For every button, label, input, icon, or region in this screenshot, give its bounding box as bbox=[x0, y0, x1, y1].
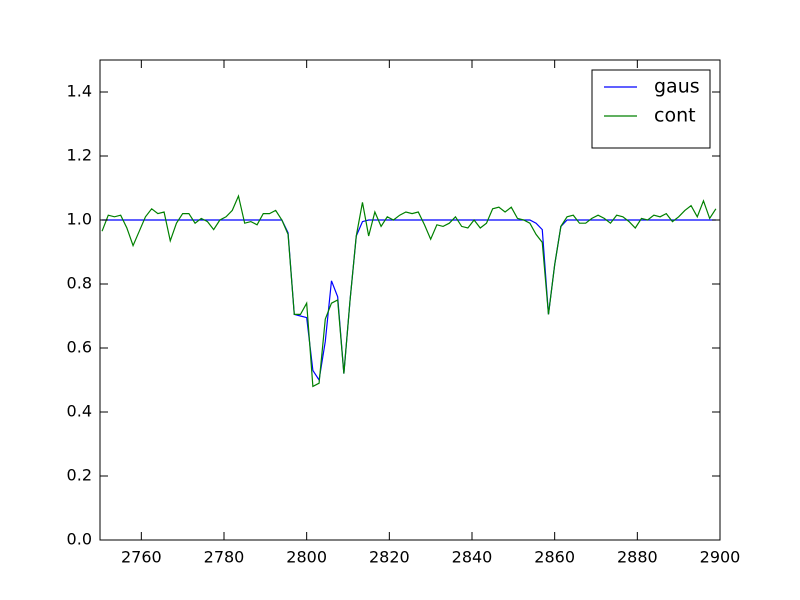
x-tick-label: 2760 bbox=[121, 548, 162, 567]
y-tick-label: 0.8 bbox=[67, 274, 92, 293]
y-tick-label: 1.2 bbox=[67, 146, 92, 165]
legend: gaus cont bbox=[591, 69, 711, 149]
plot-area bbox=[101, 194, 717, 388]
x-tick-label: 2840 bbox=[452, 548, 493, 567]
x-tick-label: 2780 bbox=[204, 548, 245, 567]
y-tick-label: 0.0 bbox=[67, 530, 92, 549]
x-tick-label: 2860 bbox=[534, 548, 575, 567]
x-tick-label: 2820 bbox=[369, 548, 410, 567]
y-tick-label: 0.4 bbox=[67, 402, 92, 421]
x-tick-label: 2900 bbox=[700, 548, 741, 567]
series-line bbox=[101, 194, 717, 388]
legend-box bbox=[591, 69, 711, 149]
x-tick-label: 2800 bbox=[286, 548, 327, 567]
legend-label: cont bbox=[654, 105, 696, 127]
y-tick-label: 0.2 bbox=[67, 466, 92, 485]
y-tick-label: 1.0 bbox=[67, 210, 92, 229]
y-tick-label: 1.4 bbox=[67, 82, 92, 101]
axes-frame bbox=[99, 59, 721, 541]
x-tick-label: 2880 bbox=[617, 548, 658, 567]
y-tick-label: 0.6 bbox=[67, 338, 92, 357]
legend-label: gaus bbox=[654, 76, 700, 98]
